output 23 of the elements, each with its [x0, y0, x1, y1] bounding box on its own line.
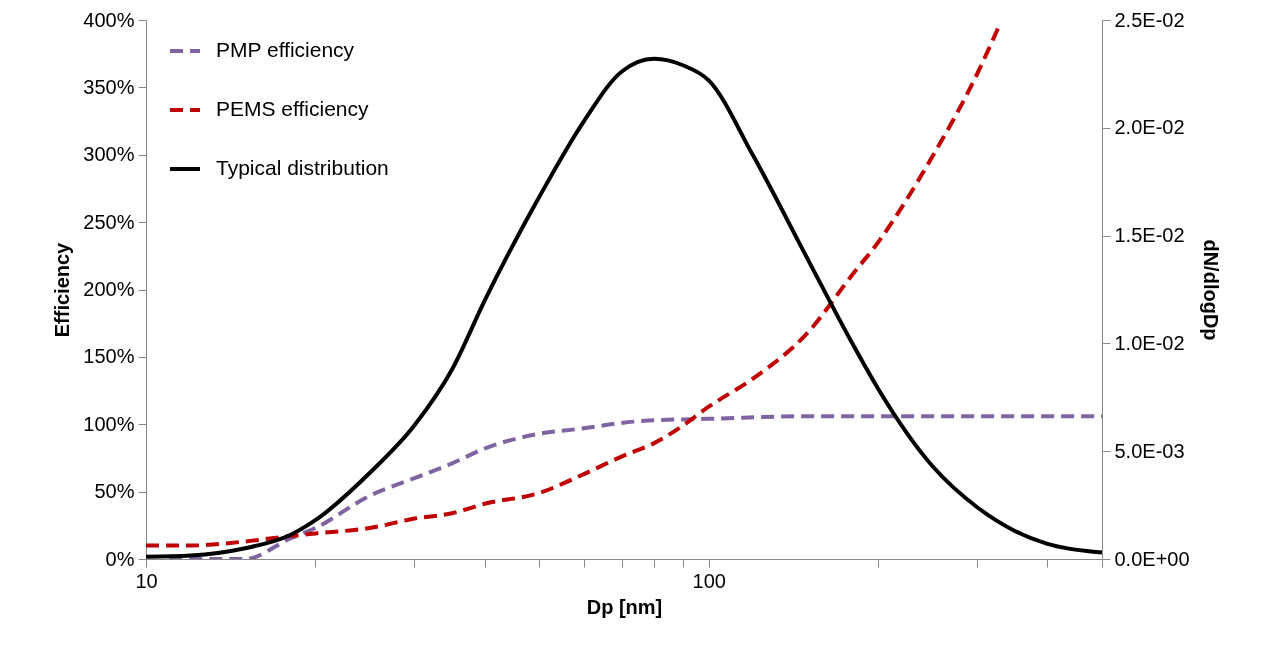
y2-axis-title: dN/dlogDp — [1199, 239, 1222, 341]
y-tick-label: 100% — [83, 412, 135, 435]
y2-tick-label: 1.5E-02 — [1114, 224, 1185, 247]
y-tick-label: 0% — [105, 547, 135, 570]
y-tick-label: 400% — [83, 8, 135, 31]
y-tick-label: 350% — [83, 75, 135, 98]
y-tick-label: 150% — [83, 345, 135, 368]
x-axis-title: Dp [nm] — [586, 595, 663, 618]
y-tick-label: 300% — [83, 143, 135, 166]
legend-label: PMP efficiency — [216, 38, 355, 61]
y-tick-label: 250% — [83, 210, 135, 233]
y2-tick-label: 1.0E-02 — [1114, 331, 1185, 354]
y2-tick-label: 2.5E-02 — [1114, 8, 1185, 31]
legend-label: Typical distribution — [216, 156, 389, 179]
y2-tick-label: 5.0E-03 — [1114, 439, 1185, 462]
y2-tick-label: 2.0E-02 — [1114, 116, 1185, 139]
x-tick-label: 10 — [135, 569, 158, 592]
y-axis-title: Efficiency — [51, 241, 74, 338]
legend-label: PEMS efficiency — [216, 97, 370, 120]
y2-tick-label: 0.0E+00 — [1114, 547, 1190, 570]
y-tick-label: 50% — [94, 480, 135, 503]
x-tick-label: 100 — [692, 569, 726, 592]
y-tick-label: 200% — [83, 278, 135, 300]
